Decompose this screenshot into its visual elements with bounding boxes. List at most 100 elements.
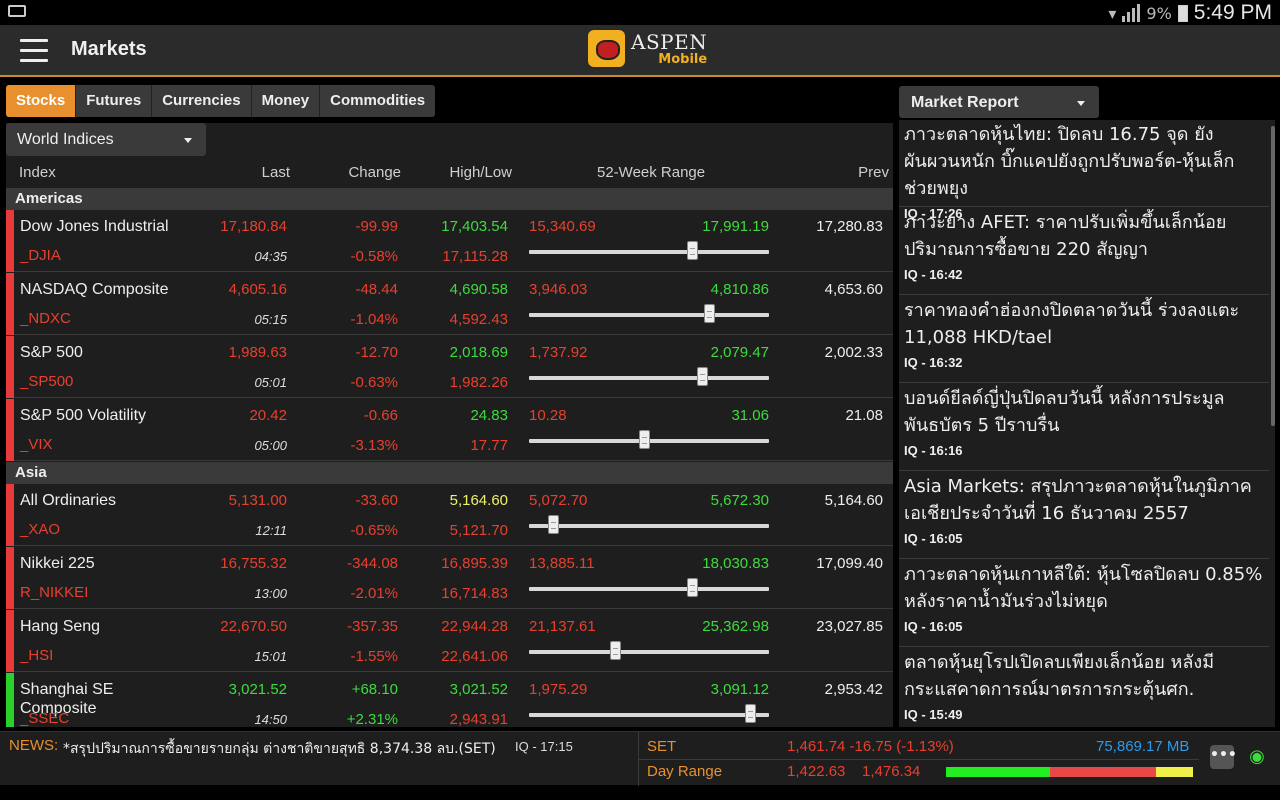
week52-low: 1,737.92 (529, 344, 588, 361)
week52-range-track (529, 250, 769, 254)
day-range-bar (946, 767, 1193, 777)
table-row[interactable]: Shanghai SE Composite _SSEC 3,021.52 14:50 +… (6, 673, 893, 727)
change-value: -0.66 (363, 407, 398, 424)
week52-range-marker (687, 578, 698, 597)
news-list[interactable]: ภาวะตลาดหุ้นไทย: ปิดลบ 16.75 จุด ยังผันผ… (899, 120, 1275, 727)
update-time: 04:35 (254, 249, 287, 264)
news-item[interactable]: ตลาดหุ้นยุโรปเปิดลบเพียงเล็กน้อย หลังมีก… (899, 648, 1269, 727)
status-bar: ▾ 9% 5:49 PM (0, 0, 1280, 25)
news-source-time: IQ - 15:49 (904, 707, 963, 722)
week52-range-marker (704, 304, 715, 323)
col-change: Change (348, 164, 401, 181)
index-name: All Ordinaries (20, 492, 117, 509)
table-row[interactable]: S&P 500 Volatility _VIX 20.42 05:00 -0.66 -3.… (6, 399, 893, 461)
col-index: Index (19, 164, 56, 181)
prev-close: 2,953.42 (824, 681, 883, 698)
news-item[interactable]: ภาวะตลาดหุ้นไทย: ปิดลบ 16.75 จุด ยังผันผ… (899, 120, 1269, 221)
signal-icon (1122, 4, 1141, 22)
range-segment (1155, 767, 1193, 777)
ticker-news-text[interactable]: *สรุปปริมาณการซื้อขายรายกลุ่ม ต่างชาติขา… (63, 741, 496, 757)
scrollbar[interactable] (1271, 126, 1275, 426)
news-item[interactable]: ภาวะตลาดหุ้นเกาหลีใต้: หุ้นโซลปิดลบ 0.85… (899, 560, 1269, 647)
week52-low: 10.28 (529, 407, 567, 424)
table-row[interactable]: All Ordinaries _XAO 5,131.00 12:11 -33.60 -0.… (6, 484, 893, 546)
logo-line2: Mobile (658, 51, 708, 67)
news-source-time: IQ - 16:05 (904, 531, 963, 546)
day-high: 5,164.60 (449, 492, 508, 509)
tab-futures[interactable]: Futures (76, 85, 153, 117)
tab-stocks[interactable]: Stocks (6, 85, 77, 117)
hamburger-icon[interactable] (20, 39, 48, 63)
week52-range-marker (697, 367, 708, 386)
divider (638, 732, 639, 786)
index-name: NASDAQ Composite (20, 281, 169, 298)
indices-panel: World Indices Index Last Change High/Low… (6, 123, 893, 727)
logo-icon (588, 30, 625, 67)
index-name: S&P 500 Volatility (20, 407, 147, 424)
week52-range-marker (687, 241, 698, 260)
week52-range-marker (639, 430, 650, 449)
day-low: 5,121.70 (449, 522, 508, 539)
day-range-high: 1,476.34 (862, 763, 921, 780)
week52-low: 13,885.11 (529, 555, 595, 572)
news-title: ราคาทองคำฮ่องกงปิดตลาดวันนี้ ร่วงลงแตะ 1… (904, 300, 1240, 348)
week52-range-track (529, 650, 769, 654)
trend-bar (6, 273, 14, 335)
page-title: Markets (71, 38, 147, 60)
prev-close: 4,653.60 (824, 281, 883, 298)
index-symbol: _NDXC (20, 310, 71, 327)
notification-icon (8, 5, 26, 17)
last-price: 20.42 (249, 407, 287, 424)
market-report-panel: Market Report ภาวะตลาดหุ้นไทย: ปิดลบ 16.… (899, 84, 1275, 727)
prev-close: 5,164.60 (824, 492, 883, 509)
logo-line1: ASPEN (631, 29, 708, 54)
last-price: 17,180.84 (220, 218, 287, 235)
last-price: 3,021.52 (228, 681, 287, 698)
wifi-icon: ▾ (1108, 3, 1117, 23)
news-item[interactable]: ราคาทองคำฮ่องกงปิดตลาดวันนี้ ร่วงลงแตะ 1… (899, 296, 1269, 383)
more-icon[interactable]: ••• (1210, 745, 1237, 769)
last-price: 4,605.16 (228, 281, 287, 298)
ticker-news-time: IQ - 17:15 (515, 739, 573, 754)
prev-close: 17,099.40 (816, 555, 883, 572)
change-percent: -1.04% (350, 311, 398, 328)
update-time: 13:00 (254, 586, 287, 601)
news-title: ตลาดหุ้นยุโรปเปิดลบเพียงเล็กน้อย หลังมีก… (904, 652, 1215, 700)
news-title: ภาวะตลาดหุ้นไทย: ปิดลบ 16.75 จุด ยังผันผ… (904, 124, 1235, 199)
week52-low: 5,072.70 (529, 492, 588, 509)
news-title: บอนด์ยีลด์ญี่ปุ่นปิดลบวันนี้ หลังการประม… (904, 388, 1225, 436)
table-row[interactable]: Dow Jones Industrial _DJIA 17,180.84 04:35 -… (6, 210, 893, 272)
news-item[interactable]: Asia Markets: สรุปภาวะตลาดหุ้นในภูมิภาคเ… (899, 472, 1269, 559)
indices-dropdown-label: World Indices (17, 131, 114, 148)
day-high: 16,895.39 (441, 555, 508, 572)
tab-commodities[interactable]: Commodities (330, 92, 426, 109)
news-item[interactable]: ภาวะยาง AFET: ราคาปรับเพิ่มขึ้นเล็กน้อย … (899, 208, 1269, 295)
chevron-down-icon (1077, 101, 1085, 106)
news-item[interactable]: บอนด์ยีลด์ญี่ปุ่นปิดลบวันนี้ หลังการประม… (899, 384, 1269, 471)
day-high: 4,690.58 (449, 281, 508, 298)
table-row[interactable]: NASDAQ Composite _NDXC 4,605.16 05:15 -48.44… (6, 273, 893, 335)
table-row[interactable]: Hang Seng _HSI 22,670.50 15:01 -357.35 -1.55%… (6, 610, 893, 672)
trend-bar (6, 673, 14, 727)
update-time: 05:00 (254, 438, 287, 453)
last-price: 16,755.32 (220, 555, 287, 572)
week52-low: 21,137.61 (529, 618, 596, 635)
day-low: 22,641.06 (441, 648, 508, 665)
table-row[interactable]: S&P 500 _SP500 1,989.63 05:01 -12.70 -0.63% 2,… (6, 336, 893, 398)
week52-high: 4,810.86 (710, 281, 769, 298)
week52-high: 2,079.47 (710, 344, 769, 361)
update-time: 15:01 (254, 649, 287, 664)
market-report-dropdown[interactable]: Market Report (899, 86, 1099, 118)
tab-currencies[interactable]: Currencies (152, 85, 252, 117)
table-row[interactable]: Nikkei 225 R_NIKKEI 16,755.32 13:00 -344.08 -… (6, 547, 893, 609)
chevron-down-icon (184, 138, 192, 143)
tab-money[interactable]: Money (252, 85, 321, 117)
live-signal-icon[interactable]: ◉ (1249, 746, 1265, 767)
news-source-time: IQ - 17:26 (904, 206, 963, 221)
news-source-time: IQ - 16:32 (904, 355, 963, 370)
battery-icon (1177, 4, 1188, 22)
day-high: 2,018.69 (449, 344, 508, 361)
market-report-dropdown-label: Market Report (911, 94, 1019, 111)
indices-dropdown[interactable]: World Indices (6, 123, 206, 156)
index-symbol: _XAO (20, 521, 61, 538)
